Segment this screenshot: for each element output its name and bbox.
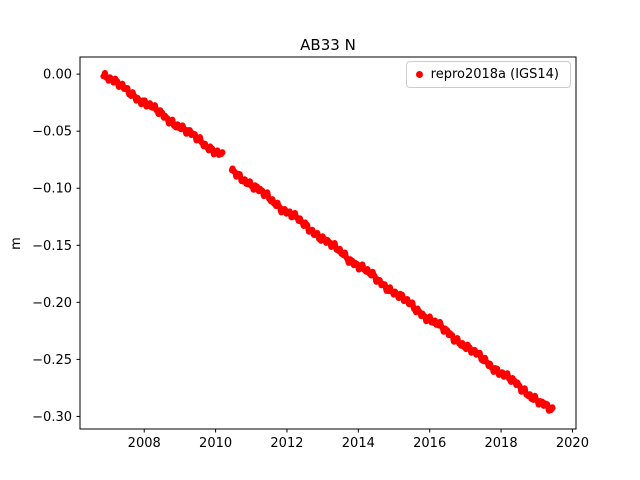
y-tick-label: −0.05 (32, 125, 72, 140)
data-point (550, 405, 556, 411)
plot-title: AB33 N (300, 36, 356, 54)
y-tick-label: 0.00 (43, 68, 72, 83)
x-tick-label: 2016 (413, 436, 446, 451)
y-tick-label: −0.25 (32, 353, 72, 368)
data-point (219, 149, 226, 156)
y-tick-label: −0.30 (32, 410, 72, 425)
legend-label: repro2018a (IGS14) (430, 67, 559, 82)
x-tick-label: 2010 (199, 436, 232, 451)
plot-frame (79, 56, 577, 430)
x-tick-label: 2008 (128, 436, 161, 451)
x-tick-label: 2014 (342, 436, 375, 451)
x-tick-label: 2018 (485, 436, 518, 451)
y-tick-label: −0.10 (32, 182, 72, 197)
legend-marker-icon (415, 71, 423, 78)
legend-box: repro2018a (IGS14) (405, 61, 571, 88)
y-tick-label: −0.15 (32, 239, 72, 254)
x-tick-label: 2020 (556, 436, 589, 451)
x-tick-label: 2012 (270, 436, 303, 451)
scatter-points (100, 69, 556, 414)
y-tick-label: −0.20 (32, 296, 72, 311)
